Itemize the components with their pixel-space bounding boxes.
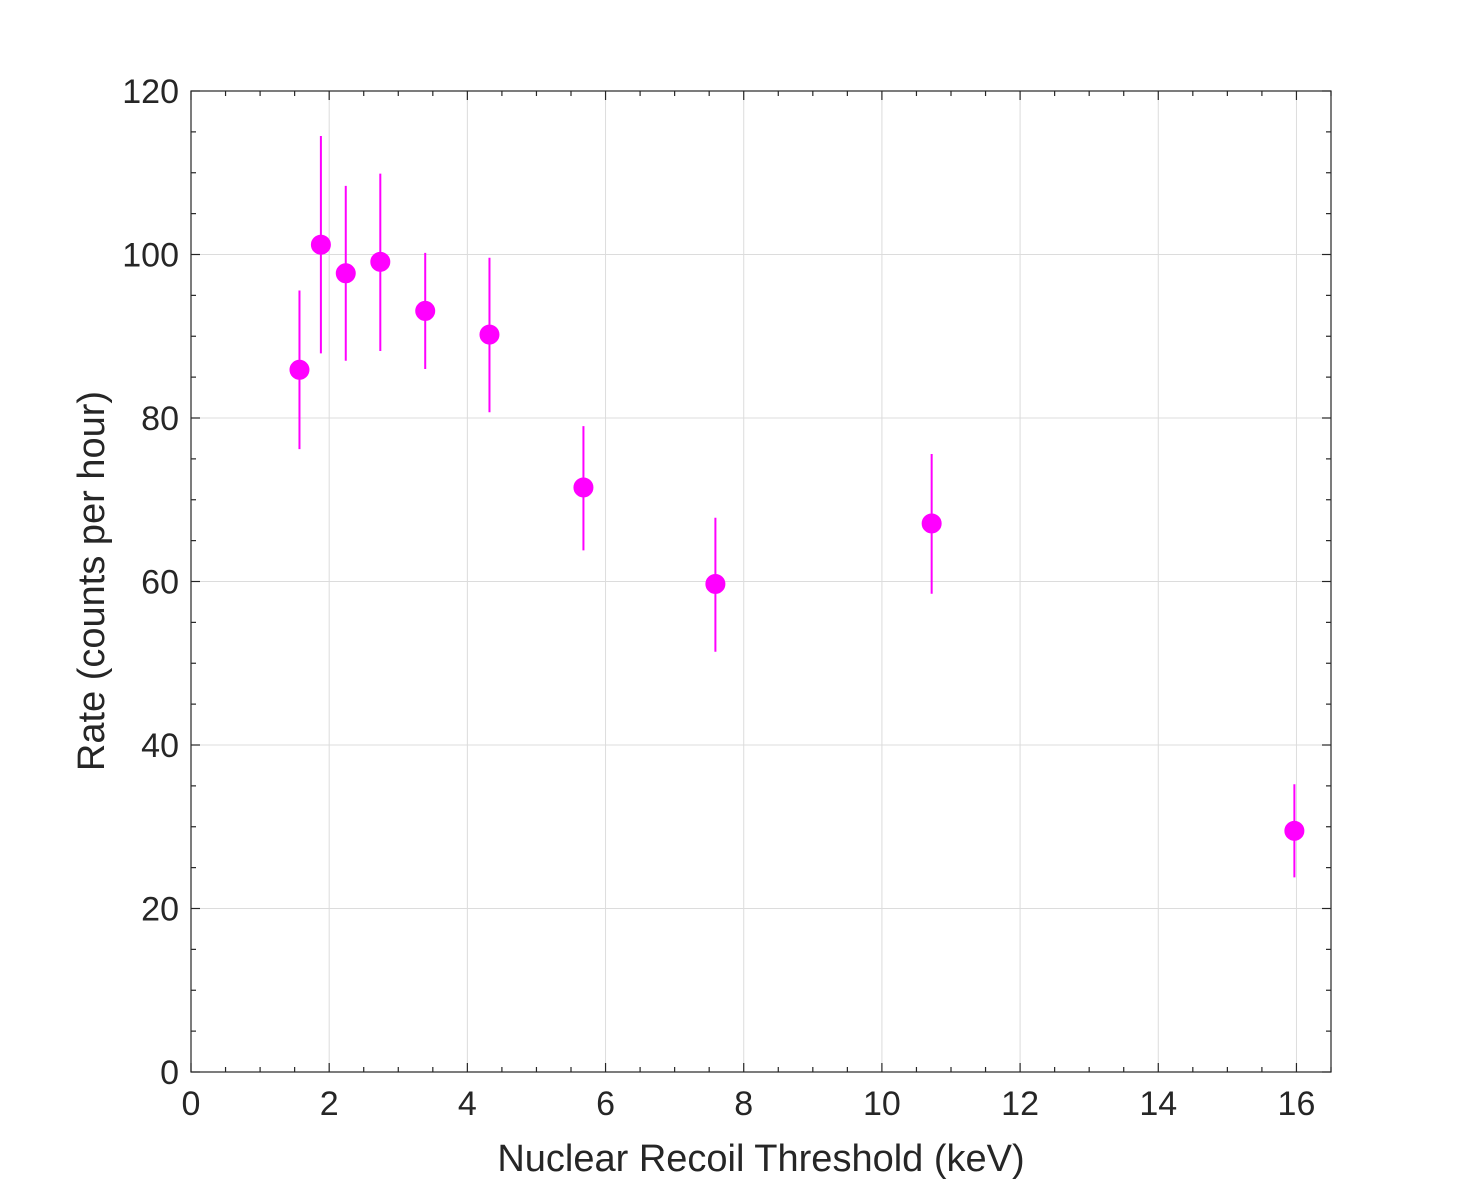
data-point — [705, 573, 726, 594]
data-point — [370, 251, 391, 272]
y-tick-label: 0 — [160, 1054, 179, 1092]
x-axis-title: Nuclear Recoil Threshold (keV) — [497, 1138, 1024, 1180]
x-tick-label: 16 — [1278, 1085, 1316, 1123]
x-tick-label: 4 — [458, 1085, 477, 1123]
data-point — [921, 513, 942, 534]
x-tick-label: 14 — [1139, 1085, 1177, 1123]
x-tick-label: 12 — [1001, 1085, 1039, 1123]
y-tick-label: 80 — [141, 400, 179, 438]
x-tick-label: 10 — [863, 1085, 901, 1123]
grid — [191, 91, 1331, 1072]
x-tick-label: 0 — [182, 1085, 201, 1123]
x-tick-label: 8 — [734, 1085, 753, 1123]
x-tick-label: 2 — [320, 1085, 339, 1123]
data-point — [479, 324, 500, 345]
tick-labels: 0 2 4 6 8 10 12 14 16 0 20 40 60 80 100 120 — [122, 73, 1315, 1123]
y-tick-label: 60 — [141, 564, 179, 602]
y-tick-label: 100 — [122, 237, 179, 275]
data-point — [573, 477, 594, 498]
x-tick-label: 6 — [596, 1085, 615, 1123]
axis-ticks — [190, 90, 1332, 1073]
data-point — [310, 234, 331, 255]
data-point — [415, 300, 436, 321]
data-point — [335, 263, 356, 284]
y-axis-title: Rate (counts per hour) — [71, 391, 113, 771]
y-tick-label: 40 — [141, 727, 179, 765]
data-series — [289, 135, 1305, 878]
data-point — [289, 359, 310, 380]
y-tick-label: 120 — [122, 73, 179, 111]
y-tick-label: 20 — [141, 891, 179, 929]
data-point — [1284, 820, 1305, 841]
